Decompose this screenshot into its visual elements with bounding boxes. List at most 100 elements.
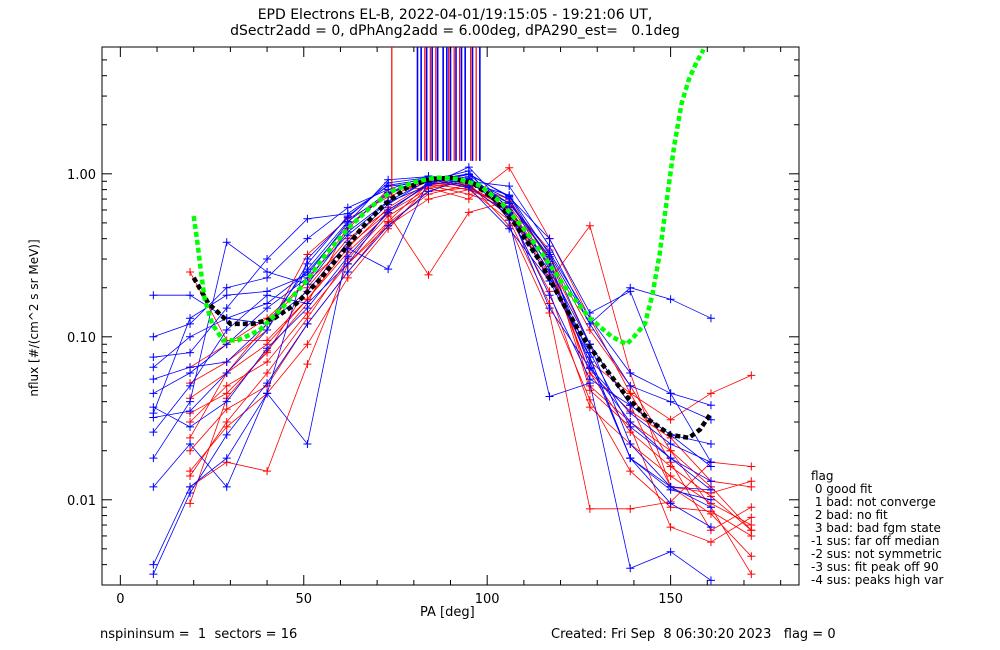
data-point-marker bbox=[626, 287, 635, 296]
data-point-marker bbox=[263, 358, 272, 367]
footer-created-info: Created: Fri Sep 8 06:30:20 2023 flag = … bbox=[551, 627, 836, 642]
data-point-marker bbox=[666, 397, 675, 406]
data-point-marker bbox=[666, 471, 675, 480]
data-point-marker bbox=[626, 467, 635, 476]
data-point-marker bbox=[186, 291, 195, 300]
data-point-marker bbox=[303, 340, 312, 349]
data-point-marker bbox=[706, 389, 715, 398]
data-point-marker bbox=[545, 304, 554, 313]
data-point-marker bbox=[222, 397, 231, 406]
data-point-marker bbox=[186, 397, 195, 406]
data-point-marker bbox=[666, 295, 675, 304]
data-point-marker bbox=[706, 314, 715, 323]
data-point-marker bbox=[747, 513, 756, 522]
legend-item: -2 sus: not symmetric bbox=[811, 547, 942, 561]
data-point-marker bbox=[747, 552, 756, 561]
data-point-marker bbox=[222, 283, 231, 292]
data-point-marker bbox=[706, 538, 715, 547]
data-point-marker bbox=[186, 499, 195, 508]
data-point-marker bbox=[303, 319, 312, 328]
series-line-blue bbox=[153, 175, 712, 482]
data-point-marker bbox=[585, 403, 594, 412]
legend-item: 3 bad: bad fgm state bbox=[811, 521, 941, 535]
data-point-marker bbox=[706, 401, 715, 410]
data-point-marker bbox=[626, 381, 635, 390]
data-point-marker bbox=[149, 570, 158, 579]
data-point-marker bbox=[384, 265, 393, 274]
legend-item: 1 bad: not converge bbox=[811, 495, 936, 509]
data-point-marker bbox=[186, 363, 195, 372]
legend-item: 2 bad: no fit bbox=[811, 508, 888, 522]
data-point-marker bbox=[222, 326, 231, 335]
data-point-marker bbox=[747, 477, 756, 486]
data-point-marker bbox=[263, 379, 272, 388]
data-point-marker bbox=[384, 181, 393, 190]
data-point-marker bbox=[186, 381, 195, 390]
series-line-blue bbox=[153, 177, 712, 565]
data-point-marker bbox=[222, 291, 231, 300]
data-point-marker bbox=[263, 304, 272, 313]
data-point-marker bbox=[706, 439, 715, 448]
data-point-marker bbox=[222, 430, 231, 439]
data-point-marker bbox=[149, 454, 158, 463]
data-point-marker bbox=[666, 415, 675, 424]
data-point-marker bbox=[626, 564, 635, 573]
data-point-marker bbox=[149, 353, 158, 362]
data-point-marker bbox=[706, 485, 715, 494]
data-point-marker bbox=[149, 413, 158, 422]
data-point-marker bbox=[626, 409, 635, 418]
data-point-marker bbox=[149, 428, 158, 437]
data-point-marker bbox=[149, 291, 158, 300]
data-point-marker bbox=[747, 371, 756, 380]
series-line-red bbox=[189, 189, 752, 575]
data-point-marker bbox=[222, 368, 231, 377]
data-point-marker bbox=[706, 503, 715, 512]
data-point-marker bbox=[186, 332, 195, 341]
series-line-red bbox=[189, 184, 752, 494]
data-point-marker bbox=[222, 304, 231, 313]
legend-item: -1 sus: far off median bbox=[811, 534, 940, 548]
data-point-marker bbox=[186, 439, 195, 448]
data-point-marker bbox=[149, 560, 158, 569]
data-point-marker bbox=[303, 214, 312, 223]
data-point-marker bbox=[303, 439, 312, 448]
data-point-marker bbox=[585, 221, 594, 230]
data-point-marker bbox=[343, 252, 352, 261]
series-line-blue bbox=[153, 178, 712, 491]
data-point-marker bbox=[186, 471, 195, 480]
series-line-blue bbox=[153, 170, 712, 581]
fit-layer bbox=[191, 48, 713, 441]
data-point-marker bbox=[747, 570, 756, 579]
data-point-marker bbox=[666, 446, 675, 455]
data-point-marker bbox=[149, 375, 158, 384]
y-axis-label: nflux [#/(cm^2 s sr MeV)] bbox=[27, 239, 41, 397]
data-point-marker bbox=[545, 234, 554, 243]
legend-item: -3 sus: fit peak off 90 bbox=[811, 560, 939, 574]
axis-layer: 0 50 100 150 0.01 0.10 1.00 bbox=[67, 46, 799, 607]
data-point-marker bbox=[626, 454, 635, 463]
data-point-marker bbox=[505, 182, 514, 191]
data-point-marker bbox=[585, 358, 594, 367]
series-line-red bbox=[189, 182, 752, 510]
data-point-marker bbox=[186, 422, 195, 431]
data-point-marker bbox=[149, 389, 158, 398]
data-point-marker bbox=[222, 389, 231, 398]
data-point-marker bbox=[186, 267, 195, 276]
data-point-marker bbox=[464, 170, 473, 179]
data-point-marker bbox=[747, 503, 756, 512]
data-point-marker bbox=[585, 375, 594, 384]
legend-item: -4 sus: peaks high var bbox=[811, 573, 944, 587]
data-point-marker bbox=[706, 495, 715, 504]
x-axis-label: PA [deg] bbox=[420, 605, 475, 620]
data-point-marker bbox=[384, 208, 393, 217]
data-point-marker bbox=[222, 418, 231, 427]
data-point-marker bbox=[186, 489, 195, 498]
data-point-marker bbox=[303, 304, 312, 313]
data-point-marker bbox=[303, 234, 312, 243]
series-line-blue bbox=[153, 177, 712, 575]
data-point-marker bbox=[263, 344, 272, 353]
data-point-marker bbox=[149, 332, 158, 341]
data-point-marker bbox=[666, 389, 675, 398]
data-point-marker bbox=[384, 221, 393, 230]
